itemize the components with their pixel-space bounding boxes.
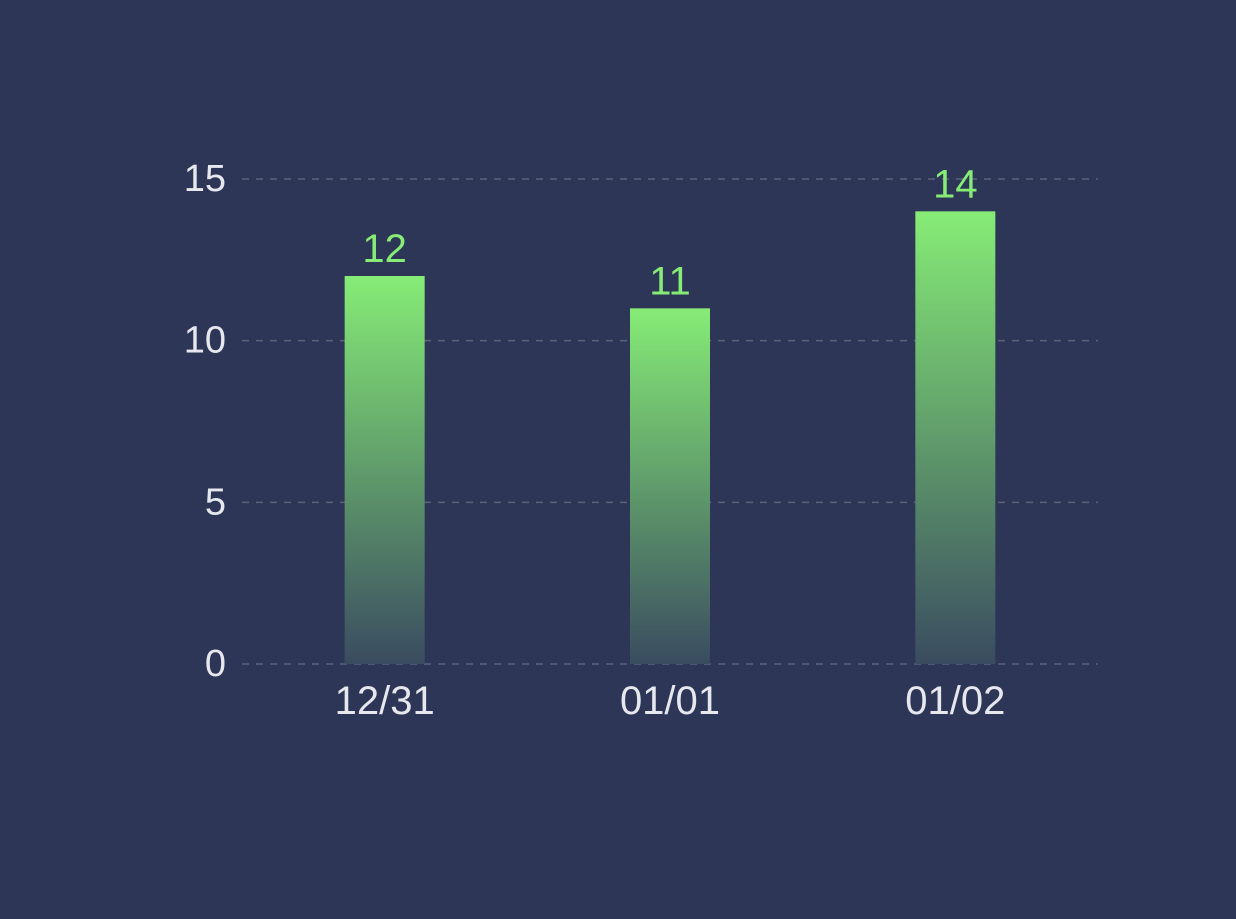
bar-01-02 xyxy=(915,211,996,665)
x-tick-label: 01/02 xyxy=(905,679,1005,723)
y-tick-label: 10 xyxy=(184,320,226,362)
x-axis: 12/31 01/01 01/02 xyxy=(335,679,1006,723)
x-tick-label: 12/31 xyxy=(335,679,435,723)
bar-12-31 xyxy=(344,276,425,664)
bars xyxy=(344,211,996,665)
bar-01-01 xyxy=(630,308,710,664)
y-tick-label: 5 xyxy=(205,481,226,523)
y-tick-label: 0 xyxy=(205,643,226,685)
bar-value-label: 14 xyxy=(933,162,978,206)
bar-value-label: 12 xyxy=(362,227,407,271)
x-tick-label: 01/01 xyxy=(620,679,720,723)
y-tick-label: 15 xyxy=(184,158,226,200)
bar-value-label: 11 xyxy=(649,259,691,303)
y-axis: 0 5 10 15 xyxy=(184,158,226,685)
value-labels: 12 11 14 xyxy=(362,162,977,303)
